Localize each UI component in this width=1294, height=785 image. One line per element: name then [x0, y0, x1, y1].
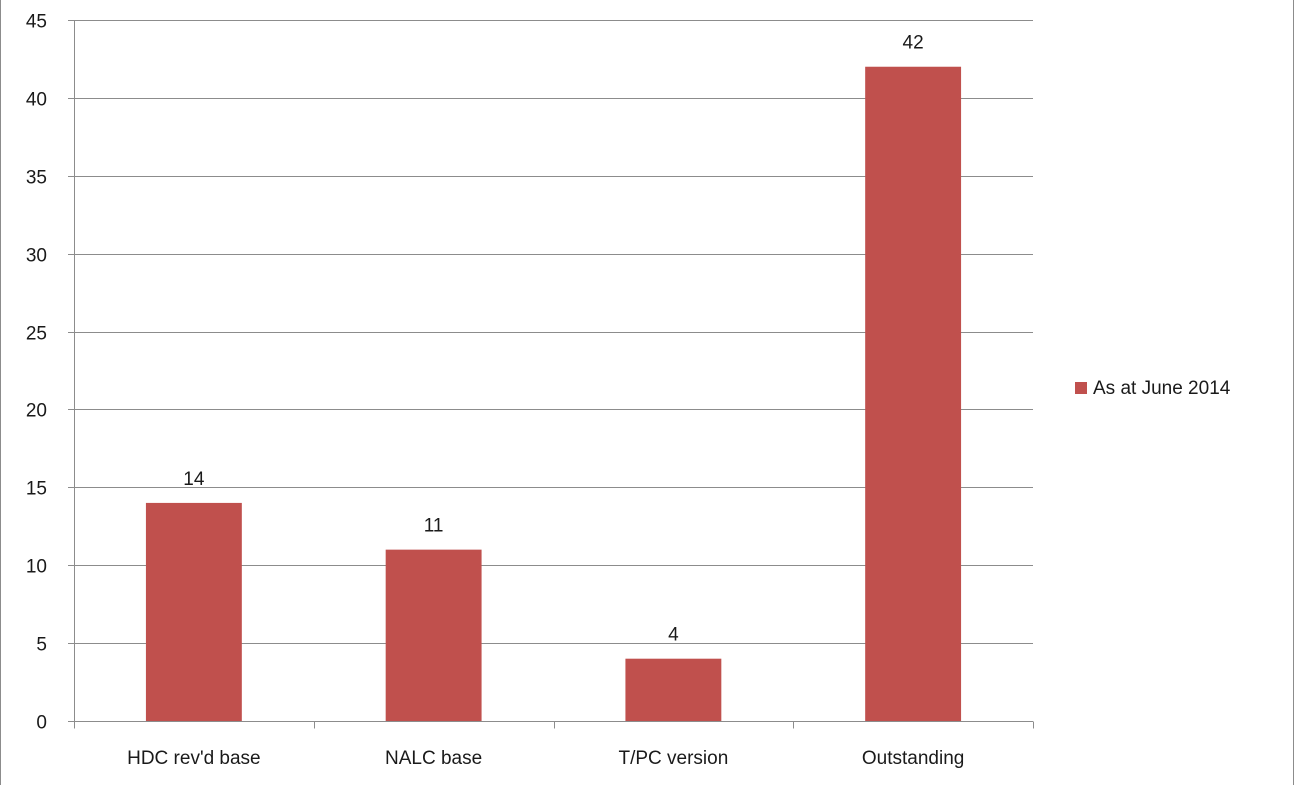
y-tick-label: 10: [26, 557, 47, 578]
y-tick-label: 20: [26, 401, 47, 422]
data-label: 14: [183, 469, 205, 490]
data-labels: 14 11 4 42: [183, 33, 923, 646]
y-tick-label: 45: [26, 12, 47, 33]
y-tick-label: 5: [36, 635, 47, 656]
y-tick-label: 40: [26, 90, 47, 111]
legend-label: As at June 2014: [1093, 378, 1231, 399]
y-tick-label: 30: [26, 246, 47, 267]
y-axis: 0 5 10 15 20 25 30 35 40 45: [26, 12, 75, 734]
bars: [145, 66, 962, 721]
x-category-label: HDC rev'd base: [127, 748, 261, 769]
legend-swatch: [1075, 382, 1087, 394]
y-tick-label: 25: [26, 324, 47, 345]
x-category-label: Outstanding: [862, 748, 964, 769]
data-label: 42: [903, 33, 924, 54]
y-tick-label: 35: [26, 168, 47, 189]
legend: As at June 2014: [1075, 378, 1231, 399]
y-tick-label: 0: [36, 713, 47, 734]
x-axis: HDC rev'd base NALC base T/PC version Outst…: [74, 721, 1034, 769]
x-category-label: NALC base: [385, 748, 482, 769]
bar: [865, 66, 962, 721]
bar: [145, 502, 242, 721]
data-label: 4: [668, 625, 679, 646]
bar: [625, 658, 722, 721]
y-tick-label: 15: [26, 479, 47, 500]
bar: [385, 549, 482, 721]
data-label: 11: [424, 516, 444, 537]
x-category-label: T/PC version: [618, 748, 728, 769]
